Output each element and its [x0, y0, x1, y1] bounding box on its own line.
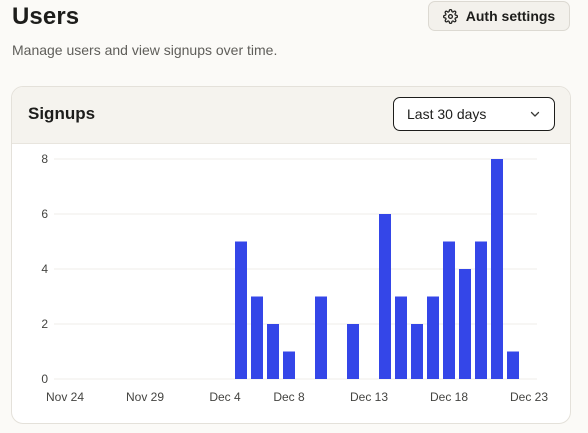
- page-subtitle: Manage users and view signups over time.: [12, 42, 278, 58]
- y-tick-label: 8: [41, 152, 48, 166]
- date-range-value: Last 30 days: [407, 106, 487, 122]
- bar-dec-5[interactable]: [235, 241, 247, 380]
- x-tick-label: Dec 4: [209, 390, 241, 404]
- x-tick-label: Dec 23: [510, 390, 548, 404]
- gear-icon: [442, 8, 458, 24]
- page-title: Users: [12, 3, 80, 30]
- bar-dec-17[interactable]: [427, 296, 439, 380]
- x-tick-label: Dec 18: [430, 390, 468, 404]
- signups-title: Signups: [28, 104, 96, 123]
- y-tick-label: 0: [41, 372, 48, 386]
- bar-dec-10[interactable]: [315, 296, 327, 380]
- bar-dec-7[interactable]: [267, 324, 279, 379]
- date-range-select[interactable]: Last 30 days: [393, 97, 555, 131]
- bar-dec-15[interactable]: [395, 296, 407, 380]
- x-tick-label: Dec 8: [273, 390, 305, 404]
- y-tick-label: 6: [41, 207, 48, 221]
- bar-dec-8[interactable]: [283, 351, 295, 380]
- signups-card: Signups Last 30 days 0 2 4 6 8 Nov 24 Nov 29 De…: [11, 86, 571, 424]
- bar-dec-22[interactable]: [507, 351, 519, 380]
- y-tick-label: 4: [41, 262, 48, 276]
- bar-dec-16[interactable]: [411, 324, 423, 379]
- bar-dec-14[interactable]: [379, 214, 391, 379]
- bar-dec-21[interactable]: [491, 159, 503, 379]
- bar-dec-12[interactable]: [347, 324, 359, 379]
- x-tick-label: Nov 24: [46, 390, 84, 404]
- signups-chart: 0 2 4 6 8 Nov 24 Nov 29 Dec 4 Dec 8 Dec 13 Dec 18 D…: [41, 152, 548, 404]
- bar-dec-19[interactable]: [459, 269, 471, 379]
- signups-card-header: Signups Last 30 days: [12, 87, 570, 144]
- auth-settings-label: Auth settings: [465, 8, 556, 24]
- chevron-down-icon: [530, 109, 540, 119]
- bar-dec-18[interactable]: [443, 241, 455, 380]
- y-tick-label: 2: [41, 317, 48, 331]
- x-tick-label: Nov 29: [126, 390, 164, 404]
- x-tick-label: Dec 13: [350, 390, 388, 404]
- auth-settings-button[interactable]: Auth settings: [428, 1, 570, 31]
- bar-dec-6[interactable]: [251, 296, 263, 380]
- bar-dec-20[interactable]: [475, 241, 487, 380]
